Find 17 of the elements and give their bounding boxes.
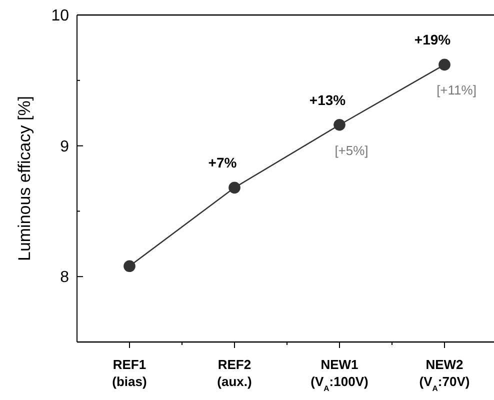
annotation: [+5%] bbox=[334, 142, 368, 158]
point bbox=[334, 118, 346, 131]
annotation: [+11%] bbox=[436, 82, 476, 98]
point bbox=[228, 182, 240, 194]
x-tick-label: REF1 (bias) bbox=[112, 357, 147, 389]
point bbox=[124, 260, 136, 272]
point bbox=[438, 58, 450, 71]
annotation: +19% bbox=[414, 32, 452, 48]
y-axis-title: Luminous efficacy [%] bbox=[15, 96, 34, 262]
annotation: +7% bbox=[208, 154, 238, 171]
annotation: +13% bbox=[309, 92, 346, 108]
x-tick-label: NEW1 (V$_{A}$:100V) bbox=[310, 357, 368, 392]
x-tick-label: REF2 (aux.) bbox=[217, 357, 252, 389]
y-tick-label: 9 bbox=[60, 138, 70, 156]
x-tick-label: NEW2 (V$_{A}$:70V) bbox=[419, 357, 470, 392]
y-tick-label: 10 bbox=[51, 8, 70, 25]
y-tick-label: 8 bbox=[60, 269, 70, 286]
